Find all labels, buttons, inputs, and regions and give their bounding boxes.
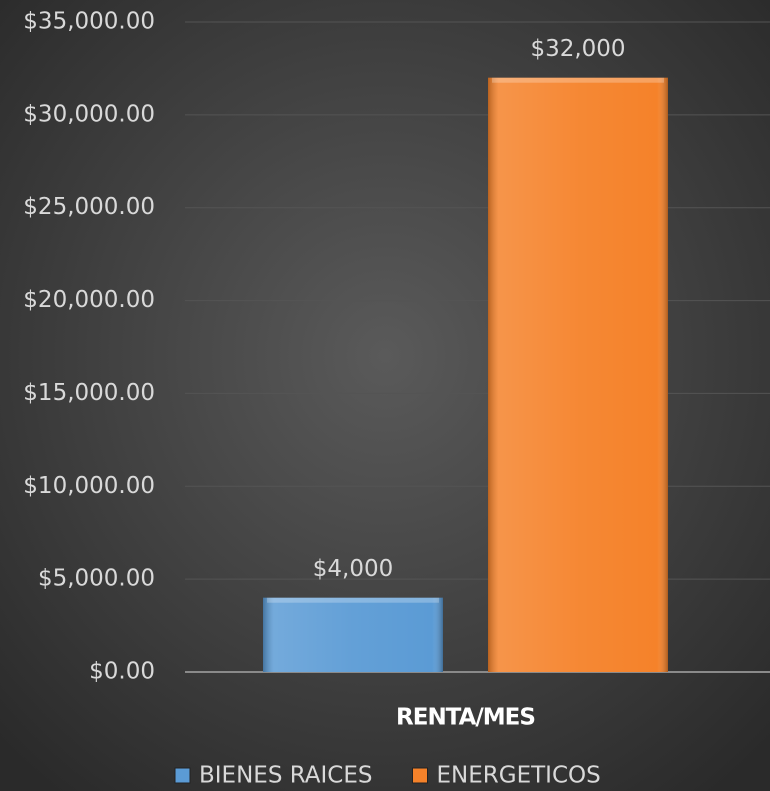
bar-shine xyxy=(488,77,668,672)
y-tick-label: $10,000.00 xyxy=(23,473,155,499)
legend-label: BIENES RAICES xyxy=(199,763,373,789)
y-tick-label: $5,000.00 xyxy=(38,566,155,592)
legend-marker xyxy=(412,767,428,784)
legend-marker xyxy=(174,767,191,784)
x-tick-label: RENTA/MES xyxy=(396,705,535,731)
bar-bevel-top xyxy=(492,77,664,83)
y-tick-label: $35,000.00 xyxy=(23,9,155,35)
legend-label: ENERGETICOS xyxy=(437,763,601,789)
bar-bevel-top xyxy=(267,597,439,603)
y-tick-label: $20,000.00 xyxy=(23,287,155,313)
data-label: $32,000 xyxy=(530,36,625,62)
data-label: $4,000 xyxy=(313,556,393,582)
y-tick-label: $25,000.00 xyxy=(23,194,155,220)
y-tick-label: $15,000.00 xyxy=(23,380,155,406)
y-tick-label: $30,000.00 xyxy=(23,101,155,127)
y-tick-label: $0.00 xyxy=(89,659,155,685)
bar-shine xyxy=(263,597,443,672)
